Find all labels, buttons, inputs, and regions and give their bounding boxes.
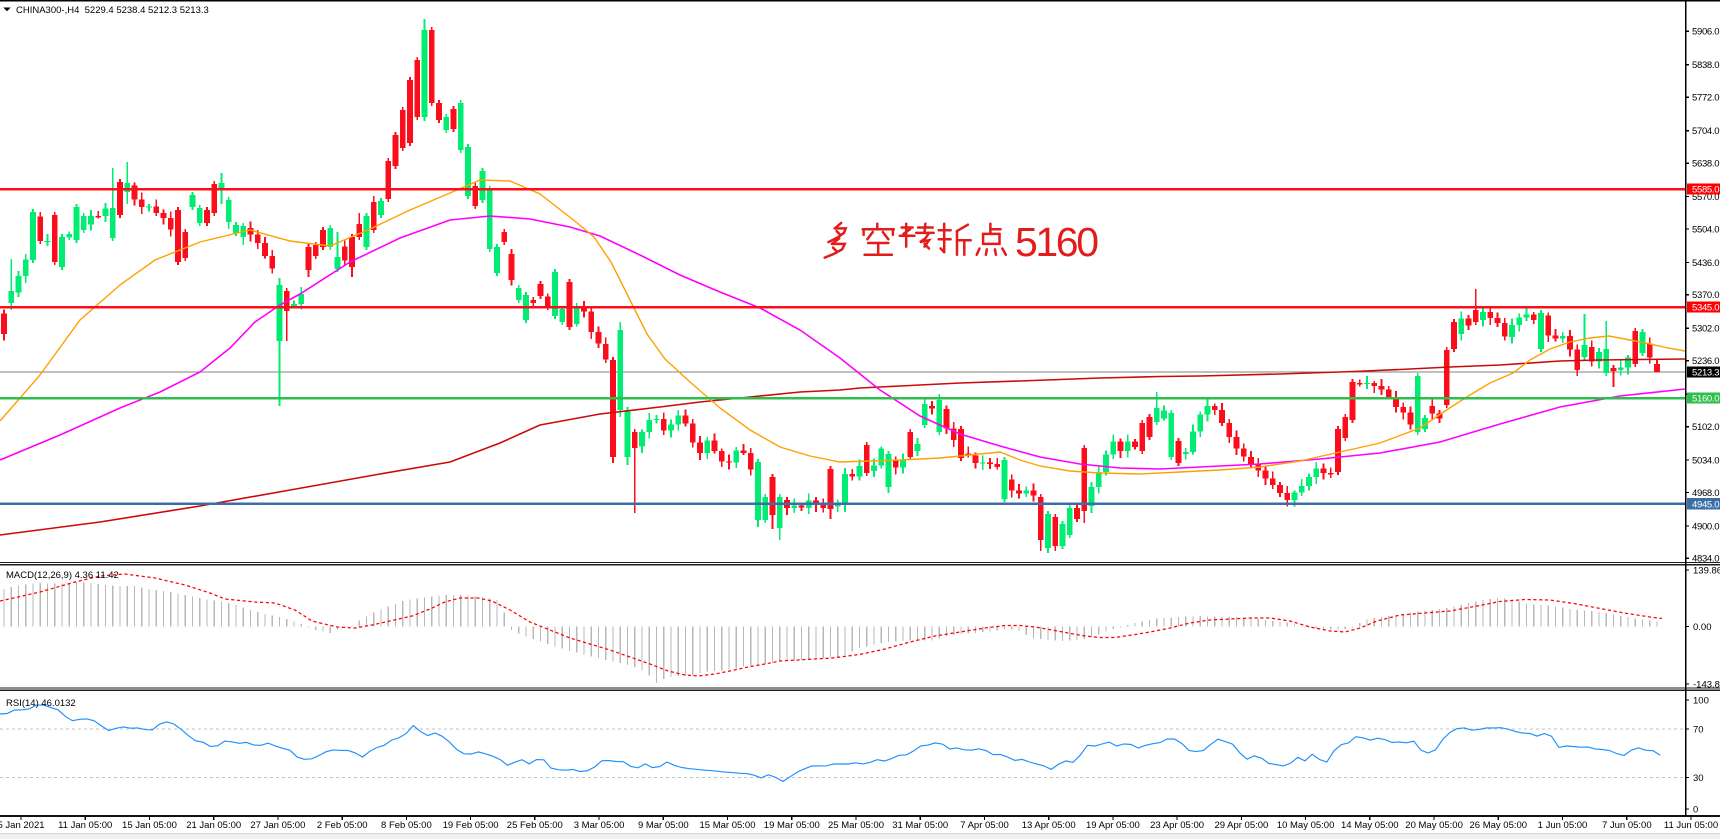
svg-text:4968.0: 4968.0 — [1692, 488, 1720, 499]
svg-text:CHINA300-,H4 5229.4 5238.4 52: CHINA300-,H4 5229.4 5238.4 5212.3 5213.3 — [16, 5, 209, 16]
svg-text:5345.0: 5345.0 — [1692, 303, 1720, 314]
svg-text:5638.0: 5638.0 — [1692, 159, 1720, 170]
svg-text:23 Apr 05:00: 23 Apr 05:00 — [1150, 820, 1204, 831]
svg-text:13 Apr 05:00: 13 Apr 05:00 — [1022, 820, 1076, 831]
svg-text:1 Jun 05:00: 1 Jun 05:00 — [1538, 820, 1588, 831]
svg-text:29 Apr 05:00: 29 Apr 05:00 — [1214, 820, 1268, 831]
svg-text:5370.0: 5370.0 — [1692, 290, 1720, 301]
svg-text:14 May 05:00: 14 May 05:00 — [1341, 820, 1399, 831]
svg-text:5160: 5160 — [1015, 219, 1099, 265]
svg-text:5102.0: 5102.0 — [1692, 422, 1720, 433]
svg-text:5704.0: 5704.0 — [1692, 126, 1720, 137]
svg-text:5160.0: 5160.0 — [1692, 394, 1720, 405]
svg-text:21 Jan 05:00: 21 Jan 05:00 — [186, 820, 241, 831]
svg-text:4834.0: 4834.0 — [1692, 554, 1720, 565]
svg-text:139.86: 139.86 — [1693, 565, 1720, 576]
svg-text:27 Jan 05:00: 27 Jan 05:00 — [250, 820, 305, 831]
svg-text:25 Feb 05:00: 25 Feb 05:00 — [507, 820, 563, 831]
svg-text:5034.0: 5034.0 — [1692, 455, 1720, 466]
svg-text:19 Feb 05:00: 19 Feb 05:00 — [443, 820, 499, 831]
svg-text:9 Mar 05:00: 9 Mar 05:00 — [638, 820, 689, 831]
svg-text:3 Mar 05:00: 3 Mar 05:00 — [574, 820, 625, 831]
svg-text:100: 100 — [1693, 695, 1709, 706]
svg-text:5302.0: 5302.0 — [1692, 324, 1720, 335]
svg-text:11 Jan 05:00: 11 Jan 05:00 — [58, 820, 112, 831]
svg-text:4945.0: 4945.0 — [1692, 499, 1720, 510]
svg-text:5 Jan 2021: 5 Jan 2021 — [0, 820, 45, 831]
svg-text:30: 30 — [1693, 773, 1704, 784]
svg-text:7 Jun 05:00: 7 Jun 05:00 — [1602, 820, 1652, 831]
svg-text:5838.0: 5838.0 — [1692, 60, 1720, 71]
svg-text:5772.0: 5772.0 — [1692, 93, 1720, 104]
svg-text:70: 70 — [1693, 724, 1704, 735]
svg-text:MACD(12,26,9) 4.36 11.42: MACD(12,26,9) 4.36 11.42 — [6, 570, 119, 581]
svg-text:5504.0: 5504.0 — [1692, 224, 1720, 235]
svg-text:-143.82: -143.82 — [1693, 679, 1720, 690]
svg-text:5906.0: 5906.0 — [1692, 27, 1720, 38]
svg-text:5213.3: 5213.3 — [1692, 368, 1720, 379]
svg-text:5585.0: 5585.0 — [1692, 185, 1720, 196]
svg-text:8 Feb 05:00: 8 Feb 05:00 — [381, 820, 432, 831]
svg-text:RSI(14) 46.0132: RSI(14) 46.0132 — [6, 698, 76, 709]
svg-text:20 May 05:00: 20 May 05:00 — [1405, 820, 1463, 831]
svg-text:31 Mar 05:00: 31 Mar 05:00 — [892, 820, 948, 831]
svg-text:15 Mar 05:00: 15 Mar 05:00 — [700, 820, 756, 831]
svg-text:5436.0: 5436.0 — [1692, 258, 1720, 269]
svg-text:0: 0 — [1693, 804, 1698, 815]
svg-text:26 May 05:00: 26 May 05:00 — [1470, 820, 1528, 831]
svg-text:7 Apr 05:00: 7 Apr 05:00 — [960, 820, 1009, 831]
svg-text:10 May 05:00: 10 May 05:00 — [1277, 820, 1335, 831]
svg-text:0.00: 0.00 — [1693, 622, 1712, 633]
svg-text:15 Jan 05:00: 15 Jan 05:00 — [122, 820, 177, 831]
svg-text:5236.0: 5236.0 — [1692, 356, 1720, 367]
svg-text:2 Feb 05:00: 2 Feb 05:00 — [317, 820, 368, 831]
svg-text:4900.0: 4900.0 — [1692, 521, 1720, 532]
svg-text:25 Mar 05:00: 25 Mar 05:00 — [828, 820, 884, 831]
svg-text:19 Mar 05:00: 19 Mar 05:00 — [764, 820, 820, 831]
svg-text:19 Apr 05:00: 19 Apr 05:00 — [1086, 820, 1140, 831]
svg-text:11 Jun 05:00: 11 Jun 05:00 — [1664, 820, 1718, 831]
svg-text:5570.0: 5570.0 — [1692, 192, 1720, 203]
